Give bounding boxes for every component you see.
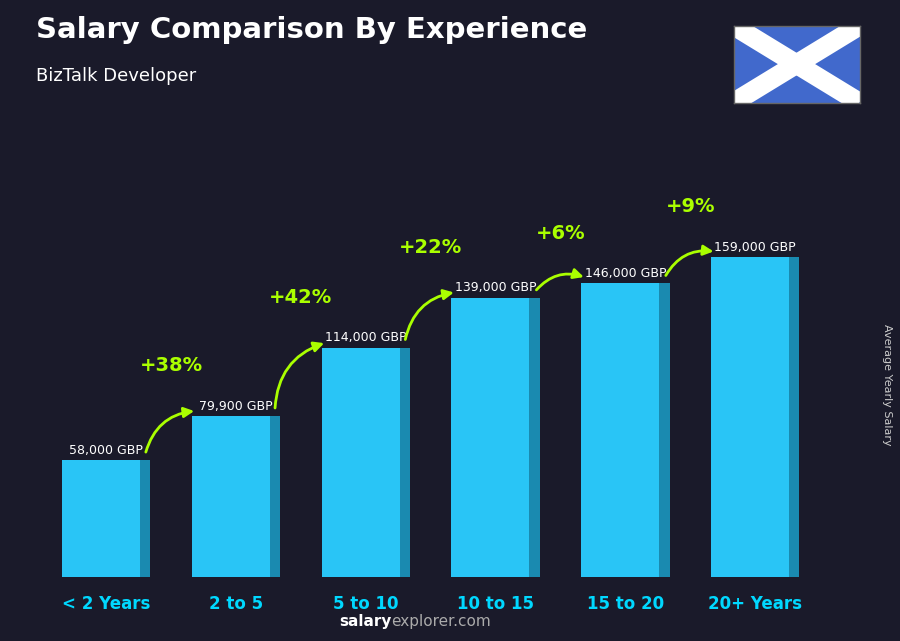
Polygon shape xyxy=(140,460,150,577)
Text: 114,000 GBP: 114,000 GBP xyxy=(325,331,407,344)
Text: 5 to 10: 5 to 10 xyxy=(333,595,399,613)
Text: 159,000 GBP: 159,000 GBP xyxy=(715,240,796,254)
Bar xyxy=(192,417,270,577)
Text: 139,000 GBP: 139,000 GBP xyxy=(454,281,536,294)
Polygon shape xyxy=(659,283,670,577)
Text: < 2 Years: < 2 Years xyxy=(62,595,150,613)
Text: +42%: +42% xyxy=(269,288,332,307)
Polygon shape xyxy=(789,258,799,577)
Text: Average Yearly Salary: Average Yearly Salary xyxy=(881,324,892,445)
Text: BizTalk Developer: BizTalk Developer xyxy=(36,67,196,85)
Text: 2 to 5: 2 to 5 xyxy=(209,595,263,613)
Text: +9%: +9% xyxy=(666,197,716,217)
Bar xyxy=(321,348,400,577)
Text: 15 to 20: 15 to 20 xyxy=(587,595,664,613)
Text: salary: salary xyxy=(339,615,392,629)
Polygon shape xyxy=(270,417,280,577)
Polygon shape xyxy=(400,348,410,577)
Text: +38%: +38% xyxy=(140,356,202,376)
Bar xyxy=(452,297,529,577)
Text: 79,900 GBP: 79,900 GBP xyxy=(199,399,273,413)
Text: 58,000 GBP: 58,000 GBP xyxy=(69,444,143,456)
Text: +22%: +22% xyxy=(399,238,463,256)
Bar xyxy=(581,283,659,577)
Bar xyxy=(711,258,789,577)
Text: Salary Comparison By Experience: Salary Comparison By Experience xyxy=(36,16,587,44)
Bar xyxy=(62,460,140,577)
Text: 20+ Years: 20+ Years xyxy=(708,595,802,613)
Polygon shape xyxy=(529,297,540,577)
Text: 146,000 GBP: 146,000 GBP xyxy=(585,267,666,279)
Text: +6%: +6% xyxy=(536,224,585,242)
Text: explorer.com: explorer.com xyxy=(392,615,491,629)
Text: 10 to 15: 10 to 15 xyxy=(457,595,534,613)
